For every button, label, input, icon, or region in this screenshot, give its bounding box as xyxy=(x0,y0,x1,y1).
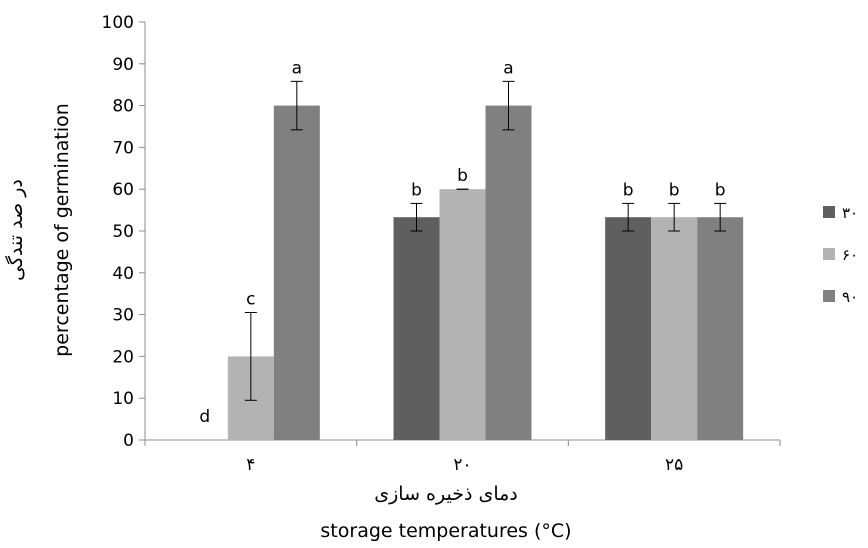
y-tick-label: 30 xyxy=(112,306,134,326)
legend-swatch xyxy=(823,290,835,302)
significance-label: c xyxy=(246,290,255,310)
legend-label: ۳۰ xyxy=(842,204,858,222)
significance-label: b xyxy=(457,166,468,186)
y-tick-label: 10 xyxy=(112,389,134,409)
bar xyxy=(273,105,320,440)
significance-label: b xyxy=(623,180,634,200)
y-tick-label: 80 xyxy=(112,97,134,117)
significance-label: b xyxy=(715,180,726,200)
x-tick-labels: ۴ ۲۰ ۲۵ xyxy=(246,455,683,475)
y-tick-label: 50 xyxy=(112,222,134,242)
bar xyxy=(697,217,744,440)
bar xyxy=(393,217,440,440)
significance-label: a xyxy=(503,58,513,78)
legend: ۳۰ ۶۰ ۹۰ xyxy=(823,204,858,306)
y-tick-labels: 0 10 20 30 40 50 60 70 80 90 100 xyxy=(102,13,134,451)
significance-label: a xyxy=(292,58,302,78)
bar xyxy=(439,189,486,440)
significance-label: d xyxy=(199,407,210,427)
significance-label: b xyxy=(411,180,422,200)
y-tick-label: 70 xyxy=(112,138,134,158)
y-tick-label: 60 xyxy=(112,180,134,200)
significance-label: b xyxy=(669,180,680,200)
y-tick-label: 90 xyxy=(112,55,134,75)
legend-swatch xyxy=(823,248,835,260)
x-axis-title-fa: دمای ذخیره سازی xyxy=(374,483,518,505)
legend-swatch xyxy=(823,206,835,218)
x-tick-label: ۲۰ xyxy=(453,455,471,475)
bar xyxy=(651,217,698,440)
bars xyxy=(227,105,744,440)
significance-labels: d c a b b a b b b xyxy=(199,58,725,427)
bar xyxy=(605,217,652,440)
y-axis-title-en: percentage of germination xyxy=(51,103,73,357)
bar xyxy=(485,105,532,440)
legend-label: ۹۰ xyxy=(842,288,858,306)
y-tick-label: 0 xyxy=(123,431,134,451)
y-tick-label: 40 xyxy=(112,264,134,284)
error-bars xyxy=(244,80,727,401)
legend-label: ۶۰ xyxy=(842,246,858,264)
y-tick-label: 20 xyxy=(112,347,134,367)
x-tick-label: ۴ xyxy=(246,455,255,475)
y-axis-title-fa: در صد تندگی xyxy=(4,179,27,281)
y-tick-label: 100 xyxy=(102,13,134,33)
x-axis-title-en: storage temperatures (°C) xyxy=(320,520,571,542)
x-tick-label: ۲۵ xyxy=(665,455,683,475)
